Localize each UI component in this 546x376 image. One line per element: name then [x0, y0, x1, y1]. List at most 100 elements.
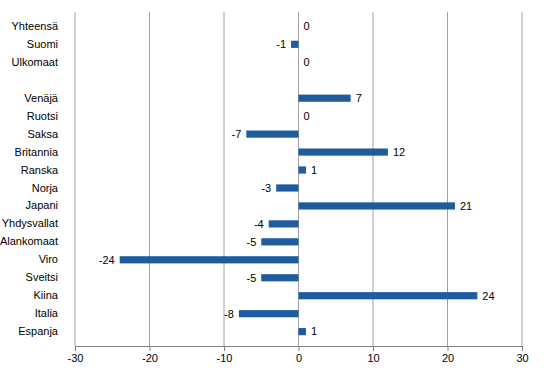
bar: [120, 256, 299, 263]
category-label: Japani: [26, 199, 58, 211]
category-label: Norja: [32, 181, 59, 193]
x-tick-label: -30: [68, 352, 84, 364]
x-tick: 20: [442, 346, 454, 364]
y-tick: Ulkomaat: [12, 56, 58, 68]
data-label: 7: [356, 92, 362, 104]
bar: [239, 310, 299, 317]
grid: [75, 12, 522, 346]
data-label: 24: [482, 290, 494, 302]
y-tick: Viro: [39, 253, 58, 265]
data-label: 0: [304, 110, 310, 122]
data-label: 12: [393, 146, 405, 158]
grid-line: [75, 12, 76, 346]
x-axis: -30 -20 -10 0 10 20 30: [68, 346, 529, 364]
data-label: -5: [246, 272, 256, 284]
category-label: Espanja: [18, 325, 59, 337]
x-tick: 10: [367, 346, 379, 364]
data-label: -1: [276, 38, 286, 50]
category-label: Yhteensä: [12, 20, 59, 32]
x-tick-label: 10: [367, 352, 379, 364]
x-tick: -10: [217, 346, 233, 364]
y-tick: Norja: [32, 181, 59, 193]
bar: [276, 184, 298, 191]
bar: [299, 95, 351, 102]
grid-line: [149, 12, 150, 346]
y-tick: Sveitsi: [26, 271, 58, 283]
bar: [291, 41, 298, 48]
category-label: Ulkomaat: [12, 56, 58, 68]
grid-line: [224, 12, 225, 346]
category-label: Viro: [39, 253, 58, 265]
bars: [120, 41, 478, 335]
category-label: Saksa: [27, 128, 58, 140]
x-tick-mark: [150, 346, 151, 351]
data-label: -24: [99, 254, 115, 266]
chart-container: -30-20-100102030YhteensäSuomiUlkomaatVen…: [0, 0, 546, 376]
x-tick-mark: [373, 346, 374, 351]
data-label: 0: [304, 56, 310, 68]
y-tick: Yhdysvallat: [2, 217, 58, 229]
bar: [299, 292, 478, 299]
x-tick: 30: [516, 346, 528, 364]
category-label: Kiina: [34, 289, 59, 301]
category-label: Ranska: [21, 164, 59, 176]
x-tick-label: 20: [442, 352, 454, 364]
y-tick: Britannia: [15, 146, 59, 158]
bar: [299, 328, 306, 335]
x-tick-label: 0: [296, 352, 302, 364]
y-tick: Suomi: [27, 38, 58, 50]
data-label: -3: [261, 182, 271, 194]
data-label: -8: [224, 308, 234, 320]
x-tick-label: -20: [142, 352, 158, 364]
x-tick-mark: [224, 346, 225, 351]
x-tick: -20: [142, 346, 158, 364]
bar: [299, 202, 455, 209]
data-label: -5: [246, 236, 256, 248]
bar: [261, 238, 298, 245]
category-label: Ruotsi: [27, 110, 58, 122]
category-label: Italia: [35, 307, 59, 319]
category-label: Alankomaat: [0, 235, 58, 247]
data-label: -4: [254, 218, 264, 230]
x-tick-mark: [75, 346, 76, 351]
y-tick: Italia: [35, 307, 59, 319]
data-label: 0: [304, 20, 310, 32]
bar: [246, 131, 298, 138]
x-tick-mark: [522, 346, 523, 351]
plot: -30-20-100102030YhteensäSuomiUlkomaatVen…: [0, 12, 529, 364]
x-tick: 0: [296, 346, 302, 364]
bar: [269, 220, 299, 227]
y-tick: Venäjä: [24, 92, 59, 104]
y-tick: Alankomaat: [0, 235, 58, 247]
grid-line: [522, 12, 523, 346]
category-label: Sveitsi: [26, 271, 58, 283]
bar: [261, 274, 298, 281]
data-label: 21: [460, 200, 472, 212]
x-tick: -30: [68, 346, 84, 364]
bar: [298, 113, 299, 120]
x-tick-label: -10: [217, 352, 233, 364]
y-tick: Saksa: [27, 128, 58, 140]
category-label: Britannia: [15, 146, 59, 158]
chart-svg: -30-20-100102030YhteensäSuomiUlkomaatVen…: [0, 0, 546, 376]
x-tick-mark: [299, 346, 300, 351]
bar: [298, 23, 299, 30]
x-tick-mark: [448, 346, 449, 351]
x-axis-line: [76, 347, 523, 352]
category-label: Suomi: [27, 38, 58, 50]
data-label: -7: [232, 128, 242, 140]
y-tick: Ruotsi: [27, 110, 58, 122]
bar: [299, 166, 306, 173]
bar: [298, 59, 299, 66]
bar: [299, 148, 388, 155]
category-label: Yhdysvallat: [2, 217, 58, 229]
x-tick-label: 30: [516, 352, 528, 364]
data-label: 1: [311, 325, 317, 337]
y-axis: Yhteensä Suomi Ulkomaat Venäjä Ruotsi Saksa Br…: [0, 20, 59, 337]
y-tick: Ranska: [21, 164, 59, 176]
y-tick: Espanja: [18, 325, 59, 337]
y-tick: Japani: [26, 199, 58, 211]
data-labels: 0-1070-7121-321-4-5-24-524-81: [99, 20, 495, 337]
category-label: Venäjä: [24, 92, 59, 104]
y-tick: Kiina: [34, 289, 59, 301]
